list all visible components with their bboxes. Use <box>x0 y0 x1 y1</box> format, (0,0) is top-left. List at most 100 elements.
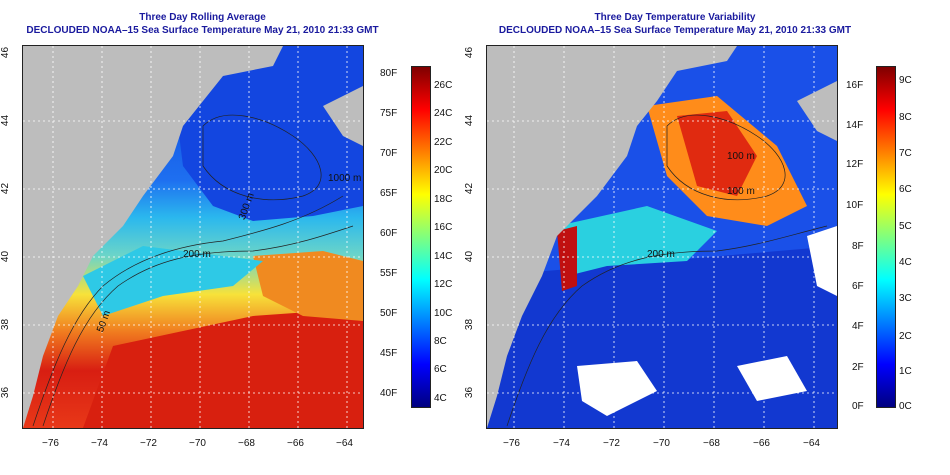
right-cbar-f-16: 16F <box>846 80 864 91</box>
right-variability-map: 100 m 100 m 200 m <box>486 45 838 429</box>
right-cbar-c-7: 7C <box>899 148 912 159</box>
left-cbar-c-18: 18C <box>434 194 453 205</box>
left-cbar-c-10: 10C <box>434 308 453 319</box>
left-cbar-f-75: 75F <box>380 108 398 119</box>
isobath-300m <box>202 114 322 201</box>
gulf-of-maine-peak-variability <box>677 111 757 196</box>
left-isobath-label-1000: 1000 m <box>328 173 362 184</box>
right-lon-68: −68 <box>703 438 720 449</box>
left-cbar-c-6: 6C <box>434 364 447 375</box>
right-cbar-c-2: 2C <box>899 331 912 342</box>
coastline-land <box>487 46 737 428</box>
no-data-patch-east <box>807 226 837 296</box>
right-cbar-c-8: 8C <box>899 112 912 123</box>
right-lon-66: −66 <box>753 438 770 449</box>
left-lon-64: −64 <box>336 438 353 449</box>
right-isobath-label-100b: 100 m <box>727 186 755 197</box>
right-cbar-f-6: 6F <box>852 281 864 292</box>
isobath-200m <box>42 225 354 427</box>
right-cbar-f-10: 10F <box>846 200 864 211</box>
right-title-line2: DECLOUDED NOAA–15 Sea Surface Temperatur… <box>498 25 852 36</box>
left-cbar-c-26: 26C <box>434 80 453 91</box>
no-data-patch-south <box>737 356 807 401</box>
right-lat-42: 42 <box>464 182 476 195</box>
left-title-line1: Three Day Rolling Average <box>139 12 266 23</box>
coastal-high-variability <box>557 226 577 291</box>
right-lat-36: 36 <box>464 386 476 399</box>
gulf-stream-warm-band <box>83 311 363 428</box>
gulf-of-maine-cold-water <box>173 46 363 221</box>
left-cbar-c-22: 22C <box>434 137 453 148</box>
right-lat-44: 44 <box>464 114 476 127</box>
left-lon-72: −72 <box>140 438 157 449</box>
right-lon-74: −74 <box>553 438 570 449</box>
right-cbar-f-14: 14F <box>846 120 864 131</box>
right-cbar-c-5: 5C <box>899 221 912 232</box>
grid-lines <box>23 46 363 428</box>
right-cbar-c-6: 6C <box>899 184 912 195</box>
grid-lines <box>487 46 837 428</box>
left-lat-38: 38 <box>0 318 12 331</box>
left-cbar-c-14: 14C <box>434 251 453 262</box>
isobath-200m <box>506 225 828 427</box>
left-cbar-f-65: 65F <box>380 188 398 199</box>
left-title-line2: DECLOUDED NOAA–15 Sea Surface Temperatur… <box>26 25 379 36</box>
left-cbar-f-55: 55F <box>380 268 398 279</box>
warm-eddy <box>253 251 363 321</box>
right-lon-76: −76 <box>503 438 520 449</box>
left-sst-map: 50 m 200 m 300 m 1000 m <box>22 45 364 429</box>
shelf-variability <box>557 206 717 276</box>
no-data-patch <box>577 361 657 416</box>
right-cbar-f-0: 0F <box>852 401 864 412</box>
right-colorbar <box>876 66 896 408</box>
left-cbar-c-12: 12C <box>434 279 453 290</box>
left-cbar-c-16: 16C <box>434 222 453 233</box>
left-lon-76: −76 <box>42 438 59 449</box>
left-cbar-f-80: 80F <box>380 68 398 79</box>
right-lat-40: 40 <box>464 250 476 263</box>
right-lat-38: 38 <box>464 318 476 331</box>
isobath-100m <box>666 114 786 201</box>
left-cbar-f-60: 60F <box>380 228 398 239</box>
left-lon-70: −70 <box>189 438 206 449</box>
right-cbar-f-2: 2F <box>852 362 864 373</box>
coastline-land <box>23 46 283 428</box>
right-cbar-c-3: 3C <box>899 293 912 304</box>
left-cbar-c-20: 20C <box>434 165 453 176</box>
left-lat-46: 46 <box>0 46 12 59</box>
right-isobath-label-200: 200 m <box>647 249 675 260</box>
left-cbar-f-40: 40F <box>380 388 398 399</box>
right-cbar-c-4: 4C <box>899 257 912 268</box>
nova-scotia-land <box>323 86 363 146</box>
right-cbar-f-12: 12F <box>846 159 864 170</box>
nova-scotia-land <box>797 81 837 141</box>
left-cbar-f-50: 50F <box>380 308 398 319</box>
shelf-water <box>83 246 263 316</box>
left-cbar-f-45: 45F <box>380 348 398 359</box>
left-isobath-label-200: 200 m <box>183 249 211 260</box>
right-cbar-c-1: 1C <box>899 366 912 377</box>
right-cbar-c-9: 9C <box>899 75 912 86</box>
left-lon-66: −66 <box>287 438 304 449</box>
right-lon-64: −64 <box>803 438 820 449</box>
right-cbar-f-4: 4F <box>852 321 864 332</box>
right-isobath-label-100a: 100 m <box>727 151 755 162</box>
left-lat-42: 42 <box>0 182 12 195</box>
right-lat-46: 46 <box>464 46 476 59</box>
left-cbar-c-24: 24C <box>434 108 453 119</box>
right-map-svg <box>487 46 837 428</box>
right-lon-70: −70 <box>653 438 670 449</box>
right-title-line1: Three Day Temperature Variability <box>594 12 756 23</box>
left-cbar-c-4: 4C <box>434 393 447 404</box>
right-cbar-f-8: 8F <box>852 241 864 252</box>
right-lon-72: −72 <box>603 438 620 449</box>
left-lon-68: −68 <box>238 438 255 449</box>
left-cbar-c-8: 8C <box>434 336 447 347</box>
left-colorbar <box>411 66 431 408</box>
left-lat-36: 36 <box>0 386 12 399</box>
left-cbar-f-70: 70F <box>380 148 398 159</box>
left-lat-44: 44 <box>0 114 12 127</box>
right-cbar-c-0: 0C <box>899 401 912 412</box>
left-lon-74: −74 <box>91 438 108 449</box>
left-map-svg <box>23 46 363 428</box>
